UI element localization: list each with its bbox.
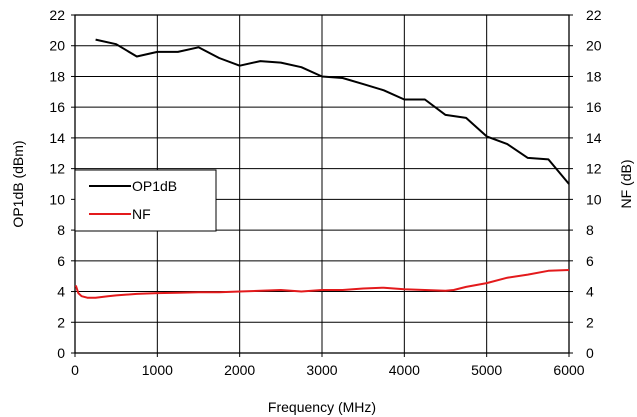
y-tick-label-right: 10: [586, 191, 602, 207]
y-tick-label-left: 4: [57, 284, 65, 300]
x-axis-label: Frequency (MHz): [268, 399, 376, 415]
y-tick-label-right: 22: [586, 7, 602, 23]
y-tick-label-right: 2: [586, 314, 594, 330]
legend-box: [74, 169, 217, 232]
y-tick-label-left: 10: [49, 191, 65, 207]
y-tick-label-right: 12: [586, 161, 602, 177]
x-tick-label: 6000: [553, 362, 584, 378]
y-tick-label-left: 8: [57, 222, 65, 238]
y-tick-label-left: 12: [49, 161, 65, 177]
y-tick-label-right: 4: [586, 284, 594, 300]
x-tick-label: 3000: [306, 362, 337, 378]
y-tick-label-right: 0: [586, 345, 594, 361]
y-tick-label-right: 20: [586, 38, 602, 54]
x-tick-label: 0: [71, 362, 79, 378]
x-tick-label: 2000: [224, 362, 255, 378]
y-tick-label-left: 16: [49, 99, 65, 115]
y-tick-label-left: 14: [49, 130, 65, 146]
series-line-nf: [74, 269, 570, 299]
series-line-op1db: [95, 38, 570, 185]
x-tick-label: 4000: [389, 362, 420, 378]
x-tick-label: 5000: [471, 362, 502, 378]
y-axis-label-left: OP1dB (dBm): [10, 140, 26, 227]
series-layer: [74, 38, 570, 299]
y-axis-label-right: NF (dB): [618, 160, 634, 209]
y-tick-label-left: 0: [57, 345, 65, 361]
x-tick-label: 1000: [142, 362, 173, 378]
y-tick-label-left: 22: [49, 7, 65, 23]
y-tick-label-left: 2: [57, 314, 65, 330]
y-tick-label-right: 14: [586, 130, 602, 146]
y-tick-label-right: 8: [586, 222, 594, 238]
y-tick-label-left: 6: [57, 253, 65, 269]
y-tick-label-left: 20: [49, 38, 65, 54]
legend: OP1dB NF: [74, 169, 217, 232]
y-tick-label-right: 6: [586, 253, 594, 269]
legend-label-nf: NF: [132, 206, 151, 222]
y-tick-label-right: 18: [586, 68, 602, 84]
y-tick-label-left: 18: [49, 68, 65, 84]
legend-label-op1db: OP1dB: [132, 178, 177, 194]
y-tick-label-right: 16: [586, 99, 602, 115]
grid-lines: [75, 15, 569, 353]
